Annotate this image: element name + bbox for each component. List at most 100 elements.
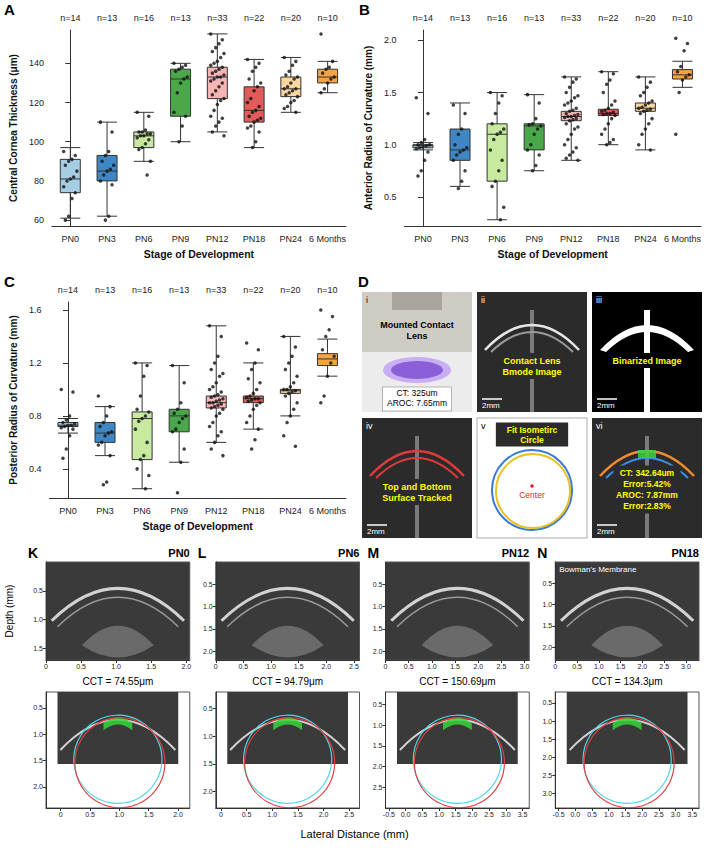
svg-text:1.0: 1.0 — [114, 811, 124, 818]
svg-text:v: v — [481, 421, 486, 431]
svg-text:3.0: 3.0 — [501, 811, 511, 818]
svg-text:Central Cornea Thickness (μm): Central Cornea Thickness (μm) — [8, 54, 19, 202]
svg-text:1.5: 1.5 — [293, 811, 303, 818]
svg-text:0.5: 0.5 — [85, 811, 95, 818]
svg-text:1.0: 1.0 — [434, 811, 444, 818]
svg-text:AROC: 7.87mm: AROC: 7.87mm — [616, 490, 678, 500]
svg-text:2mm: 2mm — [482, 401, 500, 410]
svg-text:n=20: n=20 — [280, 285, 300, 295]
svg-text:1.0: 1.0 — [203, 733, 213, 740]
svg-text:1.0: 1.0 — [384, 140, 397, 150]
svg-text:n=22: n=22 — [598, 13, 618, 23]
svg-text:2.5: 2.5 — [659, 663, 669, 670]
svg-text:iii: iii — [596, 295, 602, 305]
svg-text:n=22: n=22 — [243, 285, 263, 295]
svg-text:n=10: n=10 — [317, 13, 337, 23]
svg-text:Stage of Development: Stage of Development — [143, 520, 254, 532]
svg-text:80: 80 — [34, 176, 44, 186]
svg-text:CT: 342.64um: CT: 342.64um — [620, 468, 675, 478]
svg-text:PN6: PN6 — [135, 234, 153, 244]
svg-text:1.0: 1.0 — [203, 603, 213, 610]
svg-text:2.0: 2.0 — [384, 35, 397, 45]
svg-text:PN3: PN3 — [98, 234, 116, 244]
svg-text:1.5: 1.5 — [203, 760, 213, 767]
svg-text:0.8: 0.8 — [29, 411, 42, 421]
svg-text:2.5: 2.5 — [344, 811, 354, 818]
svg-text:1.5: 1.5 — [384, 88, 397, 98]
svg-text:CCT = 74.55μm: CCT = 74.55μm — [82, 676, 153, 687]
svg-text:0.5: 0.5 — [543, 580, 553, 587]
svg-text:1.0: 1.0 — [594, 663, 604, 670]
svg-text:n=13: n=13 — [170, 13, 190, 23]
svg-text:n=13: n=13 — [95, 285, 115, 295]
svg-text:iv: iv — [366, 421, 373, 431]
svg-text:Fit Isometirc: Fit Isometirc — [507, 425, 558, 435]
svg-text:6 Months: 6 Months — [309, 506, 347, 516]
svg-text:ii: ii — [481, 295, 485, 305]
svg-text:PN6: PN6 — [133, 506, 151, 516]
svg-text:n=33: n=33 — [206, 285, 226, 295]
svg-text:Mounted Contact: Mounted Contact — [380, 320, 454, 330]
svg-text:n=20: n=20 — [635, 13, 655, 23]
svg-text:Lens: Lens — [406, 331, 427, 341]
svg-text:0: 0 — [219, 811, 223, 818]
svg-text:Stage of Development: Stage of Development — [144, 248, 255, 260]
svg-text:Center: Center — [519, 490, 545, 500]
svg-text:2.5: 2.5 — [484, 811, 494, 818]
svg-text:M: M — [368, 545, 380, 561]
svg-text:Bowman's Membrane: Bowman's Membrane — [559, 565, 637, 574]
svg-text:1.5: 1.5 — [146, 663, 156, 670]
svg-text:Anterior Radius of Curvature (: Anterior Radius of Curvature (mm) — [363, 46, 374, 210]
svg-text:n=33: n=33 — [561, 13, 581, 23]
svg-text:3.5: 3.5 — [518, 811, 528, 818]
svg-text:1.2: 1.2 — [29, 358, 42, 368]
svg-text:B: B — [359, 1, 370, 18]
svg-text:0.4: 0.4 — [29, 464, 42, 474]
svg-text:PN12: PN12 — [206, 234, 229, 244]
svg-text:PN0: PN0 — [62, 234, 80, 244]
svg-text:0.5: 0.5 — [242, 811, 252, 818]
svg-text:2.5: 2.5 — [497, 663, 507, 670]
svg-text:0.5: 0.5 — [572, 663, 582, 670]
svg-text:i: i — [366, 295, 368, 305]
svg-text:A: A — [4, 1, 15, 18]
svg-text:0: 0 — [214, 663, 218, 670]
svg-text:2.0: 2.0 — [543, 644, 553, 651]
svg-text:Top and Bottom: Top and Bottom — [383, 482, 451, 492]
svg-text:PN18: PN18 — [671, 547, 699, 559]
svg-text:n=20: n=20 — [281, 13, 301, 23]
svg-text:PN18: PN18 — [597, 234, 620, 244]
svg-text:0.5: 0.5 — [373, 581, 383, 588]
svg-text:1.5: 1.5 — [543, 622, 553, 629]
svg-text:Error:5.42%: Error:5.42% — [623, 479, 671, 489]
svg-text:0.5: 0.5 — [203, 705, 213, 712]
svg-text:n=22: n=22 — [244, 13, 264, 23]
svg-text:PN24: PN24 — [280, 234, 303, 244]
svg-text:60: 60 — [34, 215, 44, 225]
svg-text:0.5: 0.5 — [417, 811, 427, 818]
svg-text:1.0: 1.0 — [267, 811, 277, 818]
svg-text:0.0: 0.0 — [570, 811, 580, 818]
svg-text:0.5: 0.5 — [587, 811, 597, 818]
svg-text:1.5: 1.5 — [144, 811, 154, 818]
svg-text:0.5: 0.5 — [239, 663, 249, 670]
svg-text:1.5: 1.5 — [451, 811, 461, 818]
svg-text:2.5: 2.5 — [543, 772, 553, 779]
svg-text:N: N — [537, 545, 547, 561]
svg-text:1.5: 1.5 — [450, 663, 460, 670]
svg-text:2mm: 2mm — [597, 527, 615, 536]
svg-text:2.0: 2.0 — [637, 811, 647, 818]
svg-text:-0.5: -0.5 — [553, 811, 565, 818]
svg-text:PN18: PN18 — [242, 506, 265, 516]
svg-text:2.0: 2.0 — [33, 783, 43, 790]
svg-text:1.5: 1.5 — [203, 625, 213, 632]
svg-text:PN0: PN0 — [414, 234, 432, 244]
svg-text:Contact Lens: Contact Lens — [503, 356, 560, 366]
svg-text:-0.5: -0.5 — [383, 811, 395, 818]
svg-text:PN6: PN6 — [488, 234, 506, 244]
svg-text:1.5: 1.5 — [294, 663, 304, 670]
svg-text:6 Months: 6 Months — [664, 234, 702, 244]
svg-text:2.5: 2.5 — [654, 811, 664, 818]
svg-text:Error:2.83%: Error:2.83% — [623, 501, 671, 511]
svg-text:0.5: 0.5 — [384, 192, 397, 202]
